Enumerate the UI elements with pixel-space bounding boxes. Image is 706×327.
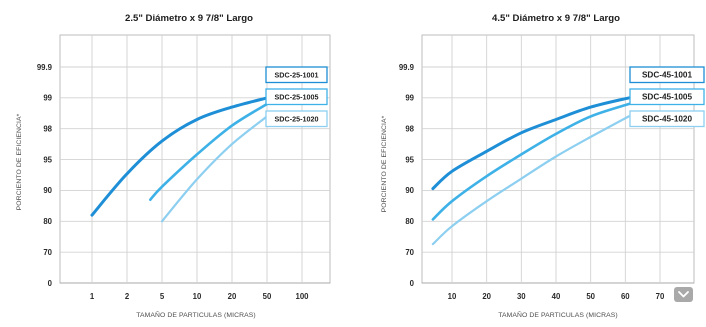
x-axis-label: TAMAÑO DE PARTICULAS (MICRAS)	[498, 310, 618, 319]
x-tick-label: 10	[193, 292, 202, 301]
x-tick-label: 5	[160, 292, 165, 301]
legend-box	[629, 66, 705, 84]
legend-item-sdc-45-1020: SDC-45-1020	[629, 110, 705, 128]
legend-label: SDC-25-1001	[275, 71, 319, 80]
y-tick-label: 95	[405, 155, 414, 164]
legend-item-sdc-25-1020: SDC-25-1020	[265, 110, 328, 128]
legend-item-sdc-25-1001: SDC-25-1001	[265, 66, 328, 84]
scroll-down-button[interactable]	[674, 287, 693, 302]
y-tick-label: 80	[43, 217, 52, 226]
x-axis-label: TAMAÑO DE PARTICULAS (MICRAS)	[136, 310, 256, 319]
x-tick-label: 100	[295, 292, 309, 301]
legend-item-sdc-45-1005: SDC-45-1005	[629, 88, 705, 106]
x-tick-label: 60	[621, 292, 630, 301]
legend-box	[265, 110, 328, 128]
y-tick-label: 98	[43, 125, 52, 134]
legend-label: SDC-25-1020	[275, 115, 319, 124]
chart-title: 4.5" Diámetro x 9 7/8" Largo	[492, 13, 620, 24]
legend-item-sdc-25-1005: SDC-25-1005	[265, 88, 328, 106]
legend: SDC-45-1001 SDC-45-1005 SDC-45-1020	[629, 66, 705, 128]
x-tick-label: 50	[586, 292, 595, 301]
y-tick-label: 0	[410, 279, 415, 288]
y-tick-label: 90	[405, 186, 414, 195]
y-axis-label: PORCIENTO DE EFICIENCIA*	[381, 115, 388, 212]
x-tick-label: 30	[517, 292, 526, 301]
y-tick-label: 98	[405, 125, 414, 134]
legend-box	[629, 88, 705, 106]
y-tick-label: 90	[43, 186, 52, 195]
legend-label: SDC-25-1005	[275, 93, 319, 102]
legend-box	[265, 88, 328, 106]
y-tick-label: 99.9	[399, 63, 415, 72]
x-tick-label: 40	[552, 292, 561, 301]
chart-2-5-diametro: 2.5" Diámetro x 9 7/8" Largo TAMAÑO DE P…	[16, 13, 331, 319]
y-tick-label: 99	[405, 94, 414, 103]
y-axis-label: PORCIENTO DE EFICIENCIA*	[16, 113, 23, 210]
y-tick-label: 70	[43, 248, 52, 257]
x-tick-label: 20	[482, 292, 491, 301]
y-tick-label: 70	[405, 248, 414, 257]
legend-label: SDC-45-1001	[642, 71, 693, 80]
series-line-sdc-45-1020	[431, 115, 630, 246]
chart-title: 2.5" Diámetro x 9 7/8" Largo	[125, 13, 253, 24]
x-tick-label: 50	[263, 292, 272, 301]
y-tick-label: 99	[43, 94, 52, 103]
y-tick-label: 0	[48, 279, 53, 288]
y-tick-label: 99.9	[37, 63, 53, 72]
series-lines	[90, 96, 269, 223]
series-line-sdc-45-1001	[431, 96, 631, 191]
legend-label: SDC-45-1020	[642, 115, 693, 124]
chart-4-5-diametro: 4.5" Diámetro x 9 7/8" Largo TAMAÑO DE P…	[381, 13, 705, 319]
legend-item-sdc-45-1001: SDC-45-1001	[629, 66, 705, 84]
series-line-sdc-25-1001	[90, 96, 269, 217]
legend-box	[629, 110, 705, 128]
x-tick-label: 2	[125, 292, 130, 301]
series-line-sdc-45-1005	[431, 102, 631, 221]
x-tick-label: 1	[90, 292, 95, 301]
x-tick-label: 20	[228, 292, 237, 301]
y-tick-label: 80	[405, 217, 414, 226]
series-line-sdc-25-1020	[160, 115, 269, 223]
legend-label: SDC-45-1005	[642, 93, 693, 102]
chevron-down-icon	[678, 291, 689, 298]
x-tick-label: 10	[448, 292, 457, 301]
x-tick-label: 70	[656, 292, 665, 301]
y-tick-label: 95	[43, 155, 52, 164]
legend: SDC-25-1001 SDC-25-1005 SDC-25-1020	[265, 66, 328, 128]
legend-box	[265, 66, 328, 84]
series-lines	[431, 96, 631, 246]
series-line-sdc-25-1005	[149, 102, 269, 201]
